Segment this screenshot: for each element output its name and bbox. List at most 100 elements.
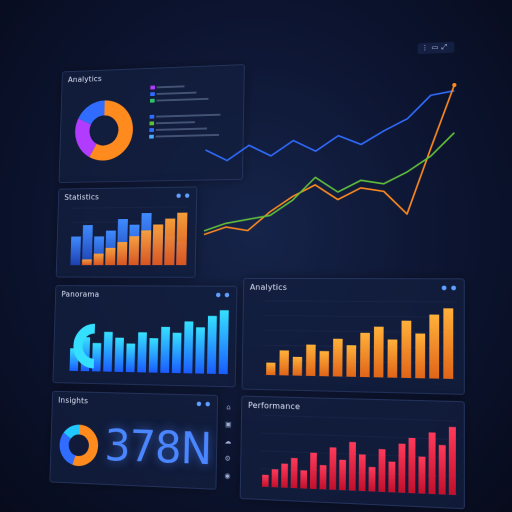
- monitor-icon[interactable]: ▭: [432, 43, 442, 51]
- red-bar-5: [310, 453, 317, 489]
- expand-icon[interactable]: ⤢: [441, 43, 450, 51]
- red-bar-7: [329, 447, 336, 490]
- cyan-bar-5: [126, 343, 135, 372]
- legend-text-line: [156, 121, 195, 124]
- user-icon[interactable]: ◉: [220, 468, 234, 486]
- legend-swatch: [149, 135, 154, 139]
- red-bar-8: [339, 460, 346, 491]
- red-bar-11: [369, 467, 376, 492]
- red-bar-15: [408, 438, 415, 493]
- red-bar-4: [300, 470, 307, 488]
- donut-hole: [91, 117, 117, 144]
- red-bar-chart: [241, 397, 464, 509]
- red-bar-0: [262, 475, 269, 487]
- gridline: [265, 330, 456, 332]
- kpi-donut-slice-2: [67, 429, 79, 436]
- orange-bar-3: [306, 345, 316, 376]
- legend-swatch: [150, 86, 155, 90]
- line-chart-area: [194, 65, 463, 280]
- cyan-bar-7: [149, 338, 158, 373]
- orange-bars-panel: Analytics ● ●: [241, 278, 464, 395]
- orange-bar-13: [443, 308, 453, 379]
- orange-bar-6: [346, 345, 356, 377]
- orange-bar-8: [374, 327, 384, 378]
- gridline: [265, 301, 455, 302]
- red-bar-13: [388, 462, 395, 493]
- orange-bar-1: [279, 350, 289, 375]
- lock-icon[interactable]: ▣: [221, 416, 235, 434]
- red-bar-12: [378, 449, 385, 492]
- stats-bars-panel: Statistics ● ●: [56, 186, 198, 277]
- cyan-bar-chart: [53, 286, 236, 386]
- left-orange-bar-7: [152, 224, 163, 265]
- cyan-bar-8: [160, 327, 170, 373]
- cyan-bar-6: [137, 332, 147, 372]
- left-orange-bar-1: [82, 259, 92, 265]
- red-bar-2: [281, 464, 288, 488]
- gridline: [265, 345, 456, 348]
- red-bar-16: [418, 457, 425, 494]
- red-bar-10: [359, 454, 366, 491]
- orange-bar-10: [401, 321, 411, 378]
- line-chart: [194, 65, 463, 280]
- orange-bar-2: [293, 357, 303, 376]
- home-icon[interactable]: ⌂: [222, 399, 236, 416]
- legend-swatch: [149, 121, 154, 125]
- kpi-value: 378N: [104, 421, 212, 476]
- cyan-bar-11: [195, 327, 205, 373]
- left-orange-bar-8: [164, 219, 175, 266]
- stats-bar-chart: [57, 187, 197, 276]
- left-orange-bar-9: [176, 213, 187, 265]
- red-bar-9: [349, 442, 356, 491]
- orange-bar-12: [429, 315, 439, 379]
- orange-bar-0: [266, 363, 275, 376]
- gridline: [261, 433, 457, 439]
- cyan-bar-3: [103, 332, 113, 372]
- legend-swatch: [150, 99, 155, 103]
- orange-bar-7: [360, 333, 370, 377]
- gridline: [71, 207, 188, 208]
- left-orange-bar-5: [129, 236, 140, 265]
- orange-bar-9: [387, 339, 397, 377]
- left-orange-bar-4: [117, 242, 127, 265]
- kpi-panel: Insights ● ● 378N: [49, 391, 218, 490]
- cyan-bar-4: [114, 338, 123, 372]
- legend-text-line: [157, 85, 185, 88]
- legend-text-line: [157, 92, 197, 95]
- legend-swatch: [150, 115, 155, 119]
- settings-icon[interactable]: ⚙: [221, 450, 235, 468]
- line-series-1: [204, 85, 454, 235]
- legend-swatch: [150, 92, 155, 96]
- donut-top-slice-1: [82, 121, 94, 151]
- cyan-bar-12: [207, 316, 217, 374]
- orange-bar-4: [319, 351, 329, 376]
- performance-panel: Performance: [240, 396, 465, 510]
- more-icon[interactable]: ⋮: [421, 44, 431, 52]
- left-orange-bar-3: [105, 248, 115, 265]
- panorama-panel: Panorama ● ●: [52, 285, 237, 387]
- red-bar-6: [320, 465, 327, 489]
- left-blue-bar-0: [70, 237, 81, 266]
- side-icon-strip: ⌂ ▣ ☁ ⚙ ◉: [220, 399, 235, 486]
- red-bar-1: [272, 469, 279, 487]
- red-bar-3: [291, 458, 298, 488]
- line-series-0: [205, 91, 454, 161]
- cyan-bar-13: [219, 310, 229, 374]
- gridline: [265, 316, 455, 318]
- window-toolbar: ⋮▭⤢: [417, 42, 454, 54]
- orange-bar-11: [415, 333, 425, 378]
- line-endpoint: [452, 83, 456, 87]
- orange-bar-chart: [242, 279, 463, 394]
- cyan-bar-10: [183, 321, 193, 373]
- cloud-icon[interactable]: ☁: [221, 433, 235, 451]
- left-orange-bar-6: [140, 230, 151, 265]
- orange-bar-5: [333, 339, 343, 377]
- kpi-donut-slice-1: [64, 436, 75, 461]
- red-bar-17: [429, 432, 436, 494]
- legend-swatch: [149, 128, 154, 132]
- gridline: [262, 415, 458, 421]
- red-bar-18: [439, 445, 446, 495]
- red-bar-14: [398, 444, 405, 493]
- left-blue-bar-1: [82, 225, 93, 265]
